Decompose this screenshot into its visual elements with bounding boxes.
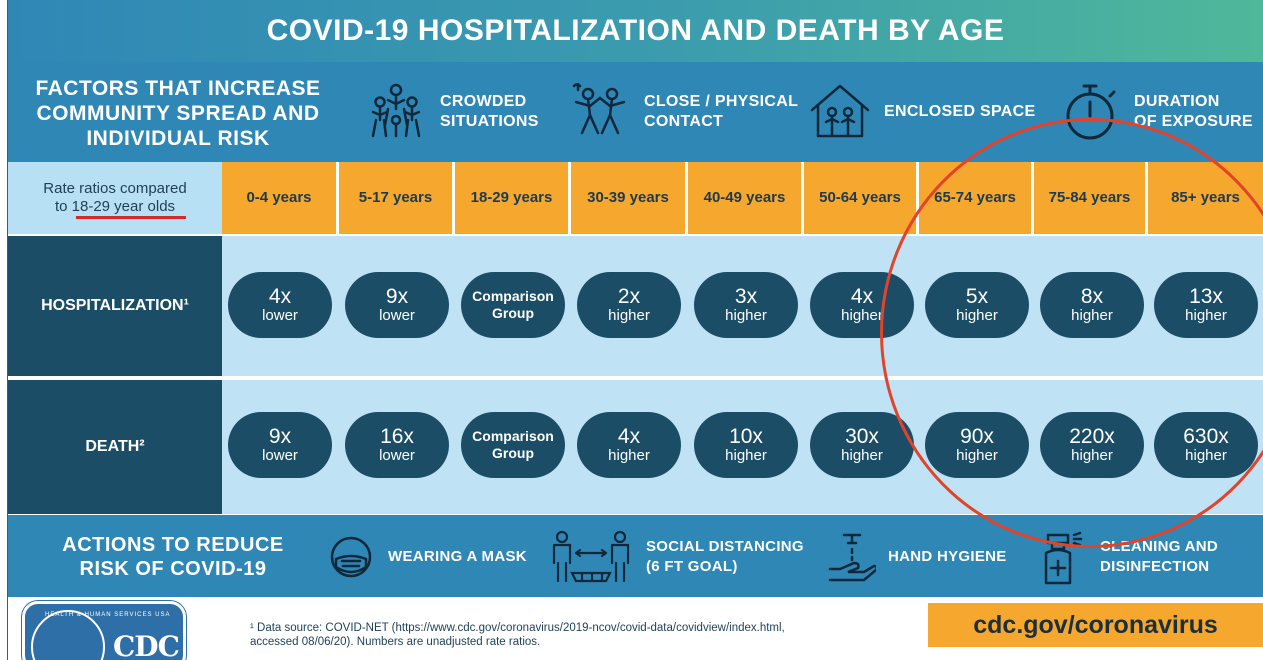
death-rate-cell: Comparison Group bbox=[461, 412, 565, 478]
rate-ratio-header: Rate ratios compared to 18-29 year olds bbox=[8, 162, 222, 234]
age-group-header: 0-4 years bbox=[222, 162, 336, 234]
hand-washing-icon bbox=[828, 533, 876, 582]
action-hand-hygiene-label: HAND HYGIENE bbox=[888, 547, 1007, 567]
rate-ratio-line2: to 18-29 year olds bbox=[8, 198, 222, 216]
screenshot-edge bbox=[7, 0, 8, 660]
hhs-seal-text: HEALTH & HUMAN SERVICES USA bbox=[45, 612, 171, 618]
rate-direction: Group bbox=[492, 305, 534, 321]
hospitalization-rate-cell: Comparison Group bbox=[461, 272, 565, 338]
factor-crowded-line2: SITUATIONS bbox=[440, 113, 539, 130]
row-label-death: DEATH² bbox=[8, 380, 222, 514]
factor-close-contact-line2: CONTACT bbox=[644, 113, 724, 130]
footnote-line2: accessed 08/06/20). Numbers are unadjust… bbox=[250, 636, 541, 648]
action-cleaning-line2: DISINFECTION bbox=[1100, 558, 1210, 575]
data-source-footnote: ¹ Data source: COVID-NET (https://www.cd… bbox=[250, 621, 890, 649]
factor-enclosed-space-line1: ENCLOSED SPACE bbox=[884, 103, 1036, 120]
row-label-hospitalization: HOSPITALIZATION¹ bbox=[8, 236, 222, 376]
actions-heading: ACTIONS TO REDUCE RISK OF COVID-19 bbox=[62, 534, 284, 580]
rate-value: 9x bbox=[385, 285, 409, 308]
rate-value: Comparison bbox=[472, 428, 554, 444]
rate-value: Comparison bbox=[472, 288, 554, 304]
death-rate-cell: 16x lower bbox=[345, 412, 449, 478]
rate-direction: lower bbox=[379, 307, 415, 324]
risk-factors-band: FACTORS THAT INCREASE COMMUNITY SPREAD A… bbox=[8, 62, 1263, 162]
death-rate-cell: 10x higher bbox=[694, 412, 798, 478]
mask-icon bbox=[330, 536, 372, 578]
cdc-logo: HEALTH & HUMAN SERVICES USA CDC bbox=[22, 601, 186, 660]
factor-duration-line2: OF EXPOSURE bbox=[1134, 113, 1253, 130]
death-rate-cell: 9x lower bbox=[228, 412, 332, 478]
action-mask-label: WEARING A MASK bbox=[388, 547, 527, 567]
rate-value: 16x bbox=[380, 425, 414, 448]
factor-crowded-label: CROWDED SITUATIONS bbox=[440, 92, 539, 132]
factor-duration-line1: DURATION bbox=[1134, 93, 1220, 110]
death-rate-cell: 30x higher bbox=[810, 412, 914, 478]
rate-value: 30x bbox=[845, 425, 879, 448]
footnote-line1: ¹ Data source: COVID-NET (https://www.cd… bbox=[250, 622, 785, 634]
rate-direction: higher bbox=[608, 447, 650, 464]
age-group-header: 18-29 years bbox=[455, 162, 568, 234]
action-social-distancing-line1: SOCIAL DISTANCING bbox=[646, 538, 804, 555]
hospitalization-rate-cell: 2x higher bbox=[577, 272, 681, 338]
factor-crowded: CROWDED SITUATIONS bbox=[364, 80, 539, 144]
rate-direction: higher bbox=[608, 307, 650, 324]
action-mask-line1: WEARING A MASK bbox=[388, 548, 527, 565]
rate-ratio-prefix: to bbox=[54, 198, 72, 215]
crowd-icon bbox=[371, 83, 421, 138]
action-social-distancing-label: SOCIAL DISTANCING (6 FT GOAL) bbox=[646, 537, 804, 577]
rate-value: 9x bbox=[268, 425, 292, 448]
factor-duration: DURATION OF EXPOSURE bbox=[1058, 80, 1253, 144]
red-circle-annotation bbox=[880, 118, 1263, 548]
factor-close-contact: CLOSE / PHYSICAL CONTACT bbox=[568, 80, 798, 144]
factor-close-contact-label: CLOSE / PHYSICAL CONTACT bbox=[644, 92, 798, 132]
rate-direction: lower bbox=[379, 447, 415, 464]
rate-value: 2x bbox=[617, 285, 641, 308]
factor-enclosed-space-label: ENCLOSED SPACE bbox=[884, 102, 1035, 122]
rate-value: 4x bbox=[617, 425, 641, 448]
red-underline-annotation bbox=[76, 216, 186, 219]
hospitalization-rate-cell: 4x lower bbox=[228, 272, 332, 338]
social-distancing-icon bbox=[552, 530, 630, 583]
rate-ratio-line1: Rate ratios compared bbox=[43, 180, 187, 197]
factor-enclosed-space: ENCLOSED SPACE bbox=[808, 80, 1035, 144]
factor-duration-label: DURATION OF EXPOSURE bbox=[1134, 92, 1253, 132]
rate-direction: Group bbox=[492, 445, 534, 461]
action-hand-hygiene: HAND HYGIENE bbox=[826, 529, 1007, 585]
dancing-people-icon bbox=[572, 82, 626, 135]
action-social-distancing-line2: (6 FT GOAL) bbox=[646, 558, 738, 575]
death-rate-cell: 4x higher bbox=[577, 412, 681, 478]
rate-direction: higher bbox=[841, 447, 883, 464]
factor-close-contact-line1: CLOSE / PHYSICAL bbox=[644, 93, 799, 110]
rate-direction: lower bbox=[262, 307, 298, 324]
rate-direction: lower bbox=[262, 447, 298, 464]
factor-crowded-line1: CROWDED bbox=[440, 93, 527, 110]
age-group-header: 50-64 years bbox=[804, 162, 916, 234]
rate-direction: higher bbox=[725, 307, 767, 324]
hospitalization-rate-cell: 3x higher bbox=[694, 272, 798, 338]
age-group-header: 40-49 years bbox=[688, 162, 801, 234]
rate-value: 4x bbox=[850, 285, 874, 308]
footer: HEALTH & HUMAN SERVICES USA CDC ¹ Data s… bbox=[8, 597, 1263, 660]
rate-direction: higher bbox=[841, 307, 883, 324]
rate-value: 4x bbox=[268, 285, 292, 308]
risk-factors-heading: FACTORS THAT INCREASE COMMUNITY SPREAD A… bbox=[35, 77, 321, 150]
age-group-header: 30-39 years bbox=[571, 162, 685, 234]
rate-ratio-text: Rate ratios compared to 18-29 year olds bbox=[8, 180, 222, 216]
action-mask: WEARING A MASK bbox=[326, 529, 527, 585]
rate-value: 10x bbox=[729, 425, 763, 448]
cdc-logo-text: CDC bbox=[113, 630, 180, 660]
age-group-header: 5-17 years bbox=[339, 162, 452, 234]
rate-value: 3x bbox=[734, 285, 758, 308]
action-social-distancing: SOCIAL DISTANCING (6 FT GOAL) bbox=[548, 529, 804, 585]
website-link[interactable]: cdc.gov/coronavirus bbox=[928, 603, 1263, 647]
page-title: COVID-19 HOSPITALIZATION AND DEATH BY AG… bbox=[8, 0, 1263, 62]
action-hand-hygiene-line1: HAND HYGIENE bbox=[888, 548, 1007, 565]
rate-ratio-reference-group: 18-29 year olds bbox=[71, 198, 176, 215]
hospitalization-rate-cell: 9x lower bbox=[345, 272, 449, 338]
house-family-icon bbox=[810, 84, 870, 138]
rate-direction: higher bbox=[725, 447, 767, 464]
